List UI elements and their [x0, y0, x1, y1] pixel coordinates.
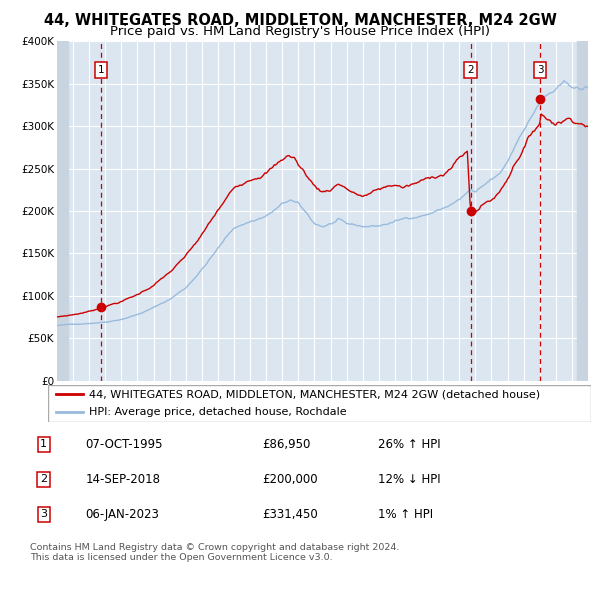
Text: Price paid vs. HM Land Registry's House Price Index (HPI): Price paid vs. HM Land Registry's House … — [110, 25, 490, 38]
Bar — [57, 41, 68, 381]
Text: 44, WHITEGATES ROAD, MIDDLETON, MANCHESTER, M24 2GW (detached house): 44, WHITEGATES ROAD, MIDDLETON, MANCHEST… — [89, 389, 540, 399]
Text: 1: 1 — [40, 440, 47, 450]
FancyBboxPatch shape — [48, 385, 591, 422]
Text: 2: 2 — [467, 65, 474, 75]
Text: 12% ↓ HPI: 12% ↓ HPI — [378, 473, 440, 486]
Bar — [57, 41, 68, 381]
Text: 06-JAN-2023: 06-JAN-2023 — [85, 508, 159, 521]
Text: 3: 3 — [40, 509, 47, 519]
Text: £200,000: £200,000 — [262, 473, 317, 486]
Bar — [577, 41, 588, 381]
Bar — [577, 41, 588, 381]
Text: 3: 3 — [537, 65, 544, 75]
Text: 44, WHITEGATES ROAD, MIDDLETON, MANCHESTER, M24 2GW: 44, WHITEGATES ROAD, MIDDLETON, MANCHEST… — [44, 13, 556, 28]
Text: HPI: Average price, detached house, Rochdale: HPI: Average price, detached house, Roch… — [89, 407, 346, 417]
Text: £331,450: £331,450 — [262, 508, 317, 521]
Text: 07-OCT-1995: 07-OCT-1995 — [85, 438, 163, 451]
Text: 1: 1 — [98, 65, 104, 75]
Text: 26% ↑ HPI: 26% ↑ HPI — [378, 438, 440, 451]
Text: £86,950: £86,950 — [262, 438, 310, 451]
Text: Contains HM Land Registry data © Crown copyright and database right 2024.
This d: Contains HM Land Registry data © Crown c… — [30, 543, 400, 562]
Text: 14-SEP-2018: 14-SEP-2018 — [85, 473, 160, 486]
Text: 1% ↑ HPI: 1% ↑ HPI — [378, 508, 433, 521]
Text: 2: 2 — [40, 474, 47, 484]
